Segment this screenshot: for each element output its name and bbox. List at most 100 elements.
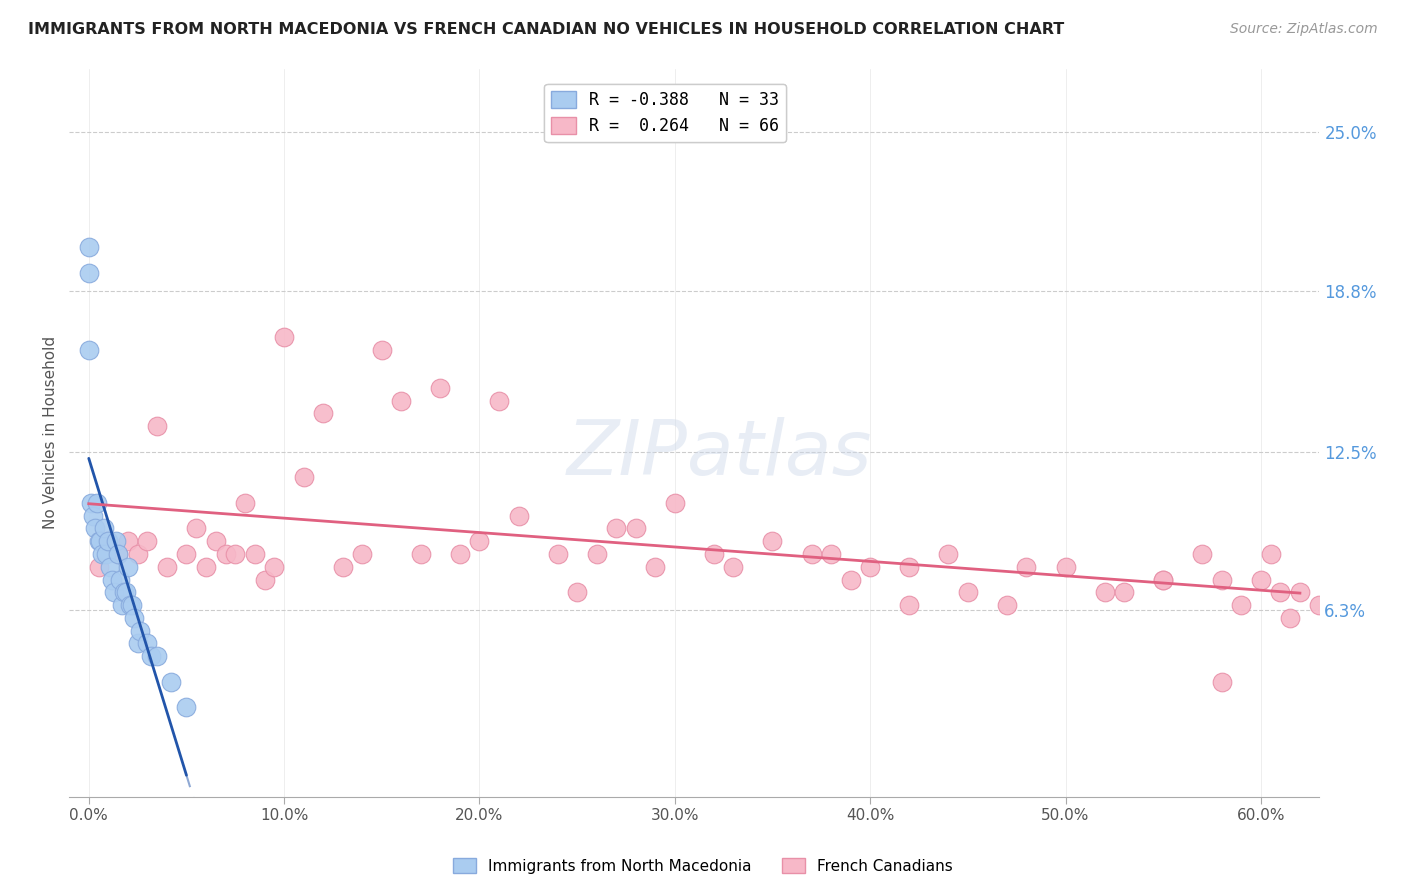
Point [97, 534, 120, 549]
Point [243, 547, 266, 561]
Point [127, 547, 149, 561]
Point [146, 419, 169, 434]
Point [898, 559, 921, 574]
Point [86, 496, 108, 510]
Point [107, 547, 129, 561]
Point [547, 547, 569, 561]
Point [111, 598, 134, 612]
Point [77, 266, 100, 280]
Point [352, 547, 374, 561]
Point [820, 547, 842, 561]
Point [1250, 573, 1272, 587]
Point [585, 547, 607, 561]
Point [156, 559, 179, 574]
Point [1289, 585, 1312, 599]
Point [292, 470, 315, 484]
Point [107, 547, 129, 561]
Point [723, 559, 745, 574]
Point [644, 559, 666, 574]
Point [176, 700, 198, 714]
Point [122, 611, 145, 625]
Point [233, 496, 256, 510]
Point [468, 534, 491, 549]
Point [224, 547, 246, 561]
Point [956, 585, 979, 599]
Point [936, 547, 959, 561]
Point [429, 381, 451, 395]
Point [159, 674, 181, 689]
Point [995, 598, 1018, 612]
Point [214, 547, 236, 561]
Point [253, 573, 276, 587]
Point [105, 534, 128, 549]
Point [409, 547, 432, 561]
Point [859, 559, 882, 574]
Point [77, 240, 100, 254]
Point [121, 598, 143, 612]
Point [1094, 585, 1116, 599]
Point [1211, 674, 1233, 689]
Text: IMMIGRANTS FROM NORTH MACEDONIA VS FRENCH CANADIAN NO VEHICLES IN HOUSEHOLD CORR: IMMIGRANTS FROM NORTH MACEDONIA VS FRENC… [28, 22, 1064, 37]
Point [1230, 598, 1253, 612]
Point [312, 406, 335, 420]
Point [449, 547, 471, 561]
Point [127, 636, 149, 650]
Point [83, 521, 105, 535]
Point [1308, 598, 1330, 612]
Point [117, 534, 139, 549]
Legend: Immigrants from North Macedonia, French Canadians: Immigrants from North Macedonia, French … [447, 852, 959, 880]
Point [1211, 573, 1233, 587]
Point [1191, 547, 1213, 561]
Point [800, 547, 823, 561]
Point [1152, 573, 1174, 587]
Point [624, 521, 647, 535]
Point [839, 573, 862, 587]
Point [1015, 559, 1038, 574]
Point [761, 534, 783, 549]
Point [115, 585, 138, 599]
Point [332, 559, 354, 574]
Point [98, 559, 121, 574]
Point [96, 547, 118, 561]
Point [118, 598, 141, 612]
Point [703, 547, 725, 561]
Point [101, 573, 124, 587]
Point [389, 393, 412, 408]
Point [117, 559, 139, 574]
Point [1270, 585, 1292, 599]
Point [141, 649, 163, 664]
Point [565, 585, 588, 599]
Legend: R = -0.388   N = 33, R =  0.264   N = 66: R = -0.388 N = 33, R = 0.264 N = 66 [544, 84, 786, 142]
Point [136, 534, 159, 549]
Point [605, 521, 627, 535]
Text: ZIPatlas: ZIPatlas [567, 417, 872, 491]
Point [128, 624, 150, 638]
Point [1260, 547, 1282, 561]
Point [1152, 573, 1174, 587]
Point [112, 585, 135, 599]
Point [1054, 559, 1077, 574]
Text: Source: ZipAtlas.com: Source: ZipAtlas.com [1230, 22, 1378, 37]
Point [488, 393, 510, 408]
Point [186, 521, 208, 535]
Point [97, 534, 120, 549]
Point [136, 636, 159, 650]
Point [664, 496, 686, 510]
Point [508, 508, 530, 523]
Point [82, 508, 104, 523]
Point [898, 598, 921, 612]
Point [80, 496, 103, 510]
Point [273, 330, 295, 344]
Point [1279, 611, 1302, 625]
Point [263, 559, 285, 574]
Point [146, 649, 169, 664]
Point [204, 534, 226, 549]
Point [194, 559, 217, 574]
Point [108, 573, 131, 587]
Point [1114, 585, 1136, 599]
Point [77, 343, 100, 357]
Point [87, 534, 110, 549]
Point [89, 534, 111, 549]
Point [87, 559, 110, 574]
Point [176, 547, 198, 561]
